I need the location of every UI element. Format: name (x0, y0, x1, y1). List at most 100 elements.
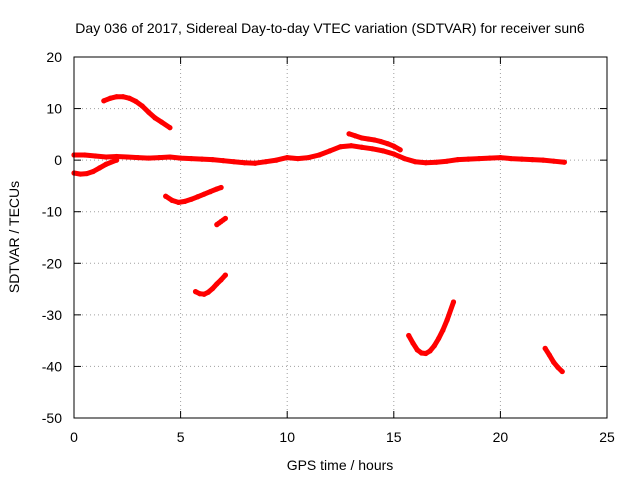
data-point (214, 281, 220, 287)
data-point (551, 359, 557, 365)
data-point (359, 144, 365, 150)
x-tick-label: 15 (386, 429, 402, 445)
data-point (327, 148, 333, 154)
series-arc-g (542, 345, 565, 375)
data-point (372, 137, 378, 143)
data-point (555, 364, 561, 371)
data-point (455, 157, 461, 163)
data-point (431, 343, 437, 349)
data-point (146, 155, 152, 161)
data-point (201, 191, 207, 197)
data-point (167, 154, 173, 160)
data-point (158, 119, 165, 125)
data-point (444, 158, 450, 164)
data-point (380, 148, 386, 154)
data-point (487, 155, 493, 161)
data-point (359, 135, 365, 141)
data-point (384, 141, 391, 147)
data-point (169, 197, 175, 203)
data-point (346, 131, 352, 137)
data-point (188, 196, 194, 202)
x-tick-label: 0 (70, 429, 78, 445)
series-arc-a (101, 94, 173, 131)
data-point (124, 154, 130, 160)
data-point (231, 159, 237, 165)
data-point (444, 317, 450, 323)
data-point (220, 158, 226, 164)
data-point (369, 146, 376, 152)
data-point (163, 193, 169, 199)
data-point (126, 95, 133, 101)
series-arc-e (346, 131, 403, 153)
data-point (92, 153, 98, 159)
chart-title: Day 036 of 2017, Sidereal Day-to-day VTE… (75, 20, 585, 36)
data-point (423, 350, 429, 357)
data-point (197, 291, 203, 297)
series-arc-b (163, 184, 224, 206)
data-point (391, 143, 397, 149)
y-axis-label: SDTVAR / TECUs (6, 181, 22, 293)
data-point (508, 155, 514, 162)
data-point (561, 159, 567, 165)
series-main-band (71, 143, 567, 166)
data-point (423, 160, 429, 166)
data-point (107, 95, 113, 101)
data-point (546, 352, 553, 358)
data-point (348, 143, 354, 149)
data-point (542, 345, 548, 351)
x-tick-label: 20 (493, 429, 509, 445)
data-point (365, 136, 371, 142)
data-point (222, 215, 228, 222)
data-point (450, 299, 457, 305)
data-point (218, 184, 224, 191)
data-point (263, 159, 269, 165)
data-point (418, 350, 425, 356)
data-point (476, 155, 482, 162)
axis-ticks: 0 5 10 15 20 25 -50 -40 -30 -20 -10 0 10 20 (42, 49, 615, 445)
series-arc-d (192, 272, 228, 297)
data-point (397, 147, 403, 153)
data-point (178, 155, 184, 161)
series-arc-f (406, 299, 457, 357)
data-point (218, 277, 224, 283)
y-tick-label: 0 (54, 152, 62, 168)
data-point (540, 157, 546, 163)
data-point (305, 154, 312, 161)
data-point (241, 160, 248, 166)
series-arc-c (214, 215, 228, 228)
plot-frame (73, 56, 608, 419)
y-tick-label: -10 (42, 204, 62, 220)
data-point (103, 161, 109, 167)
data-point (316, 152, 322, 158)
data-point (222, 272, 228, 278)
data-point (188, 155, 194, 162)
data-series (71, 94, 567, 375)
data-point (435, 335, 442, 342)
data-point (412, 159, 418, 165)
data-point (103, 154, 109, 160)
data-point (77, 171, 83, 177)
data-point (378, 138, 384, 145)
data-point (167, 125, 173, 131)
data-point (146, 109, 152, 115)
series-line (406, 299, 456, 356)
data-point (406, 332, 412, 339)
data-point (427, 348, 433, 354)
data-point (114, 94, 120, 100)
data-point (214, 186, 220, 192)
data-point (114, 157, 120, 163)
data-point (391, 151, 397, 157)
x-tick-label: 25 (599, 429, 615, 445)
x-tick-label: 10 (279, 429, 295, 445)
y-tick-label: -30 (42, 307, 62, 323)
grid-lines (74, 57, 607, 418)
data-point (120, 94, 126, 100)
data-point (252, 160, 258, 166)
data-point (209, 285, 216, 292)
data-point (114, 153, 120, 160)
x-axis-label: GPS time / hours (287, 457, 394, 473)
y-tick-label: -20 (42, 255, 62, 271)
data-point (84, 170, 90, 177)
data-point (152, 115, 158, 121)
